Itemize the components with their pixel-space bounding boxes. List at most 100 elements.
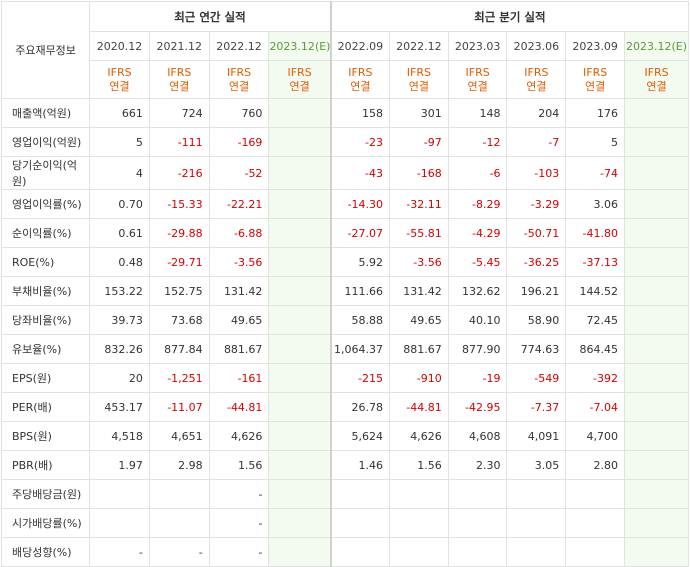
period-header[interactable]: 2022.12 [208,31,270,61]
table-cell: -549 [506,363,567,393]
table-cell: -3.56 [208,247,270,277]
table-cell: -44.81 [208,392,270,422]
table-row: 순이익률(%) 0.61 -29.88 -6.88 -27.07 -55.81 -4.29-… [0,218,690,248]
table-cell [623,334,690,364]
table-row: 영업이익률(%) 0.70 -15.33 -22.21 -14.30 -32.11 -8.2… [0,189,690,219]
period-header[interactable]: 2023.12(E) [268,31,332,61]
table-cell: -910 [388,363,449,393]
table-row: 유보율(%) 832.26 877.84 881.67 1,064.37 881.67 87… [0,334,690,364]
table-cell: 774.63 [506,334,567,364]
table-cell [506,479,567,509]
basis-consolidation: 연결 [408,79,429,93]
table-cell [268,421,332,451]
table-cell [268,156,332,190]
table-cell: 153.22 [89,276,150,306]
table-cell: 5 [565,127,625,157]
table-cell: 4,518 [89,421,150,451]
period-header[interactable]: 2023.06 [506,31,567,61]
corner-label: 주요재무정보 [0,1,91,99]
table-cell: 2.30 [447,450,508,480]
table-row: PBR(배) 1.97 2.98 1.56 1.46 1.56 2.30 3.05 2.80 [0,450,690,480]
basis-header: IFRS 연결 [447,60,508,99]
basis-header: IFRS 연결 [89,60,150,99]
table-cell: -7.04 [565,392,625,422]
table-cell [148,508,210,538]
table-cell: 881.67 [208,334,270,364]
table-cell: 131.42 [388,276,449,306]
row-label[interactable]: EPS(원) [0,363,91,393]
table-cell: -3.29 [506,189,567,219]
table-cell: 58.88 [329,305,390,335]
table-cell: 4,608 [447,421,508,451]
basis-header: IFRS 연결 [148,60,210,99]
table-cell: - [89,537,150,567]
table-cell: 877.90 [447,334,508,364]
row-label[interactable]: 매출액(억원) [0,98,91,128]
table-cell: 204 [506,98,567,128]
table-cell [623,98,690,128]
table-cell [623,127,690,157]
table-cell [89,508,150,538]
table-cell: - [208,479,270,509]
table-row: 영업이익(억원) 5 -111 -169 -23 -97 -12 -7 5 [0,127,690,157]
period-header[interactable]: 2023.12(E) [623,31,690,61]
table-row: PER(배) 453.17 -11.07 -44.81 26.78 -44.81 -42.9… [0,392,690,422]
table-cell [148,479,210,509]
row-label[interactable]: 영업이익(억원) [0,127,91,157]
table-cell: 73.68 [148,305,210,335]
row-label[interactable]: 배당성향(%) [0,537,91,567]
row-label[interactable]: ROE(%) [0,247,91,277]
row-label[interactable]: 당기순이익(억원) [0,156,91,190]
period-header[interactable]: 2023.09 [565,31,625,61]
table-cell: 4,626 [208,421,270,451]
row-label[interactable]: BPS(원) [0,421,91,451]
table-cell: 760 [208,98,270,128]
table-cell [388,508,449,538]
table-cell [447,537,508,567]
period-header[interactable]: 2021.12 [148,31,210,61]
basis-consolidation: 연결 [646,79,667,93]
period-header[interactable]: 2020.12 [89,31,150,61]
table-cell: -52 [208,156,270,190]
table-cell: 1,064.37 [329,334,390,364]
table-cell: -12 [447,127,508,157]
annual-section-title: 최근 연간 실적 [89,1,332,32]
table-cell [268,218,332,248]
table-cell: -5.45 [447,247,508,277]
period-header[interactable]: 2022.09 [329,31,390,61]
basis-header: IFRS 연결 [506,60,567,99]
table-cell: 39.73 [89,305,150,335]
period-header[interactable]: 2022.12 [388,31,449,61]
row-label[interactable]: 주당배당금(원) [0,479,91,509]
table-cell: 158 [329,98,390,128]
period-header[interactable]: 2023.03 [447,31,508,61]
row-label[interactable]: 시가배당률(%) [0,508,91,538]
table-row: EPS(원) 20 -1,251 -161 -215 -910 -19 -549 -392 [0,363,690,393]
table-row: 주당배당금(원) - [0,479,690,509]
table-cell [623,392,690,422]
table-cell [268,508,332,538]
table-cell: 111.66 [329,276,390,306]
table-cell [623,537,690,567]
row-label[interactable]: 부채비율(%) [0,276,91,306]
row-label[interactable]: 유보율(%) [0,334,91,364]
table-row: 배당성향(%) - - - [0,537,690,567]
table-cell [329,508,390,538]
basis-consolidation: 연결 [169,79,190,93]
row-label[interactable]: PER(배) [0,392,91,422]
table-cell [329,479,390,509]
table-cell: 3.06 [565,189,625,219]
row-label[interactable]: PBR(배) [0,450,91,480]
row-label[interactable]: 당좌비율(%) [0,305,91,335]
table-cell: -103 [506,156,567,190]
table-cell: -392 [565,363,625,393]
basis-standard: IFRS [226,65,252,79]
row-label[interactable]: 영업이익률(%) [0,189,91,219]
row-label[interactable]: 순이익률(%) [0,218,91,248]
table-cell [447,479,508,509]
table-cell [623,156,690,190]
basis-standard: IFRS [348,65,373,79]
table-cell [268,98,332,128]
table-cell: 1.56 [208,450,270,480]
basis-header: IFRS 연결 [565,60,625,99]
